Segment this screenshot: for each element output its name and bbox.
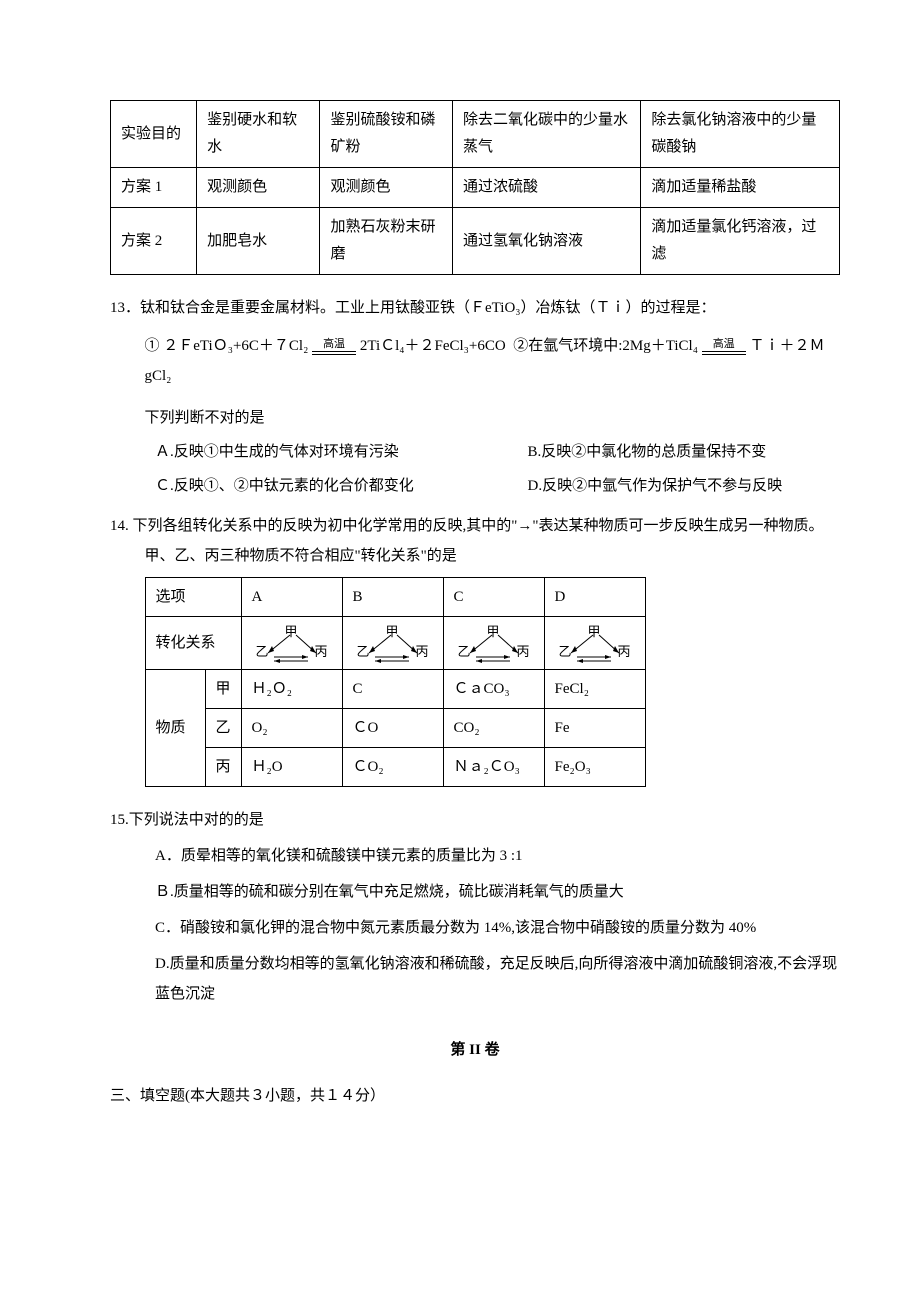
- t1-r2c3: 通过氢氧化钠溶液: [453, 208, 641, 275]
- section-2-title: 第 II 卷: [110, 1035, 840, 1065]
- t2-yi-c: CO₂: [443, 709, 544, 748]
- question-13: 13．钛和钛合金是重要金属材料。工业上用钛酸亚铁（ＦeTiO₃）冶炼钛（Ｔｉ）的…: [110, 293, 840, 323]
- t2-jia-d: FeCl₂: [544, 670, 645, 709]
- question-14: 14. 下列各组转化关系中的反映为初中化学常用的反映,其中的"→"表达某种物质可…: [110, 511, 840, 571]
- t2-yi-a: O₂: [241, 709, 342, 748]
- t2-dia-a: 甲乙丙: [241, 617, 342, 670]
- t1-r1c4: 滴加适量稀盐酸: [641, 168, 840, 208]
- q13-ask: 下列判断不对的是: [110, 403, 840, 433]
- t2-dia-b: 甲乙丙: [342, 617, 443, 670]
- t1-r0c0: 实验目的: [111, 101, 197, 168]
- q15-opt-d: D.质量和质量分数均相等的氢氧化钠溶液和稀硫酸，充足反映后,向所得溶液中滴加硫酸…: [155, 949, 840, 1009]
- t1-r2c0: 方案 2: [111, 208, 197, 275]
- t1-r0c3: 除去二氧化碳中的少量水蒸气: [453, 101, 641, 168]
- t2-header-c: C: [443, 578, 544, 617]
- triangle-diagram-icon: 甲乙丙: [353, 621, 433, 665]
- t2-bing-c: Ｎａ₂ＣO₃: [443, 748, 544, 787]
- t2-bing-b: ＣO₂: [342, 748, 443, 787]
- t2-header-opt: 选项: [145, 578, 241, 617]
- t2-bing-a: Ｈ₂O: [241, 748, 342, 787]
- t2-row-yi: 乙: [205, 709, 241, 748]
- q13-opt-d: D.反映②中氩气作为保护气不参与反映: [528, 471, 841, 501]
- high-temp-arrow-icon: 高温: [312, 339, 356, 355]
- q13-options: Ａ.反映①中生成的气体对环境有污染 B.反映②中氯化物的总质量保持不变 Ｃ.反映①…: [110, 437, 840, 501]
- triangle-diagram-icon: 甲乙丙: [555, 621, 635, 665]
- q14-stem: 下列各组转化关系中的反映为初中化学常用的反映,其中的"→"表达某种物质可一步反映…: [133, 518, 824, 564]
- t2-dia-c: 甲乙丙: [443, 617, 544, 670]
- t1-r0c1: 鉴别硬水和软水: [197, 101, 320, 168]
- q13-rx1-pre: ① ２ＦeTiＯ₃+6C＋７Cl₂: [145, 338, 309, 354]
- q13-opt-a: Ａ.反映①中生成的气体对环境有污染: [155, 437, 468, 467]
- t1-r1c0: 方案 1: [111, 168, 197, 208]
- triangle-diagram-icon: 甲乙丙: [454, 621, 534, 665]
- q15-number: 15.: [110, 812, 129, 828]
- q15-options: A．质晕相等的氧化镁和硫酸镁中镁元素的质量比为 3 :1 Ｂ.质量相等的硫和碳分…: [110, 841, 840, 1009]
- t2-row-bing: 丙: [205, 748, 241, 787]
- q15-opt-c: C．硝酸铵和氯化钾的混合物中氮元素质最分数为 14%,该混合物中硝酸铵的质量分数…: [155, 913, 840, 943]
- q13-reactions: ① ２ＦeTiＯ₃+6C＋７Cl₂ 高温 2TiＣl₄＋２FeCl₃+6CO ②…: [110, 331, 840, 391]
- t2-jia-c: ＣａCO₃: [443, 670, 544, 709]
- transformation-table: 选项 A B C D 转化关系 甲乙丙 甲乙丙 甲乙丙 甲乙丙 物质 甲 Ｈ₂Ｏ…: [145, 577, 646, 787]
- q13-opt-b: B.反映②中氯化物的总质量保持不变: [528, 437, 841, 467]
- fill-blank-label: 三、填空题(本大题共３小题，共１４分）: [110, 1081, 840, 1111]
- q13-opt-c: Ｃ.反映①、②中钛元素的化合价都变化: [155, 471, 468, 501]
- t1-r2c1: 加肥皂水: [197, 208, 320, 275]
- t1-r0c2: 鉴别硫酸铵和磷矿粉: [320, 101, 453, 168]
- high-temp-arrow-icon: 高温: [702, 339, 746, 355]
- t1-r0c4: 除去氯化钠溶液中的少量碳酸钠: [641, 101, 840, 168]
- t1-r1c3: 通过浓硫酸: [453, 168, 641, 208]
- t2-header-d: D: [544, 578, 645, 617]
- t2-dia-d: 甲乙丙: [544, 617, 645, 670]
- t2-header-a: A: [241, 578, 342, 617]
- t2-row-jia: 甲: [205, 670, 241, 709]
- t2-bing-d: Fe₂O₃: [544, 748, 645, 787]
- t1-r2c2: 加熟石灰粉末研磨: [320, 208, 453, 275]
- q13-stem: 钛和钛合金是重要金属材料。工业上用钛酸亚铁（ＦeTiO₃）冶炼钛（Ｔｉ）的过程是…: [140, 300, 716, 316]
- q13-rx1-suf: 2TiＣl₄＋２FeCl₃+6CO: [360, 338, 506, 354]
- question-15: 15.下列说法中对的的是: [110, 805, 840, 835]
- experiment-methods-table: 实验目的 鉴别硬水和软水 鉴别硫酸铵和磷矿粉 除去二氧化碳中的少量水蒸气 除去氯…: [110, 100, 840, 275]
- t1-r2c4: 滴加适量氯化钙溶液，过滤: [641, 208, 840, 275]
- t2-yi-d: Fe: [544, 709, 645, 748]
- t2-yi-b: ＣO: [342, 709, 443, 748]
- q13-rx2-pre: ②在氩气环境中:2Mg＋TiCl₄: [513, 338, 698, 354]
- t2-jia-a: Ｈ₂Ｏ₂: [241, 670, 342, 709]
- t2-header-b: B: [342, 578, 443, 617]
- t1-r1c2: 观测颜色: [320, 168, 453, 208]
- t1-r1c1: 观测颜色: [197, 168, 320, 208]
- triangle-diagram-icon: 甲乙丙: [252, 621, 332, 665]
- t2-rel-label: 转化关系: [145, 617, 241, 670]
- q15-stem: 下列说法中对的的是: [129, 812, 264, 828]
- t2-subst-label: 物质: [145, 670, 205, 787]
- q15-opt-b: Ｂ.质量相等的硫和碳分别在氧气中充足燃烧，硫比碳消耗氧气的质量大: [155, 877, 840, 907]
- q15-opt-a: A．质晕相等的氧化镁和硫酸镁中镁元素的质量比为 3 :1: [155, 841, 840, 871]
- q14-number: 14.: [110, 518, 129, 534]
- q13-number: 13．: [110, 300, 140, 316]
- t2-jia-b: C: [342, 670, 443, 709]
